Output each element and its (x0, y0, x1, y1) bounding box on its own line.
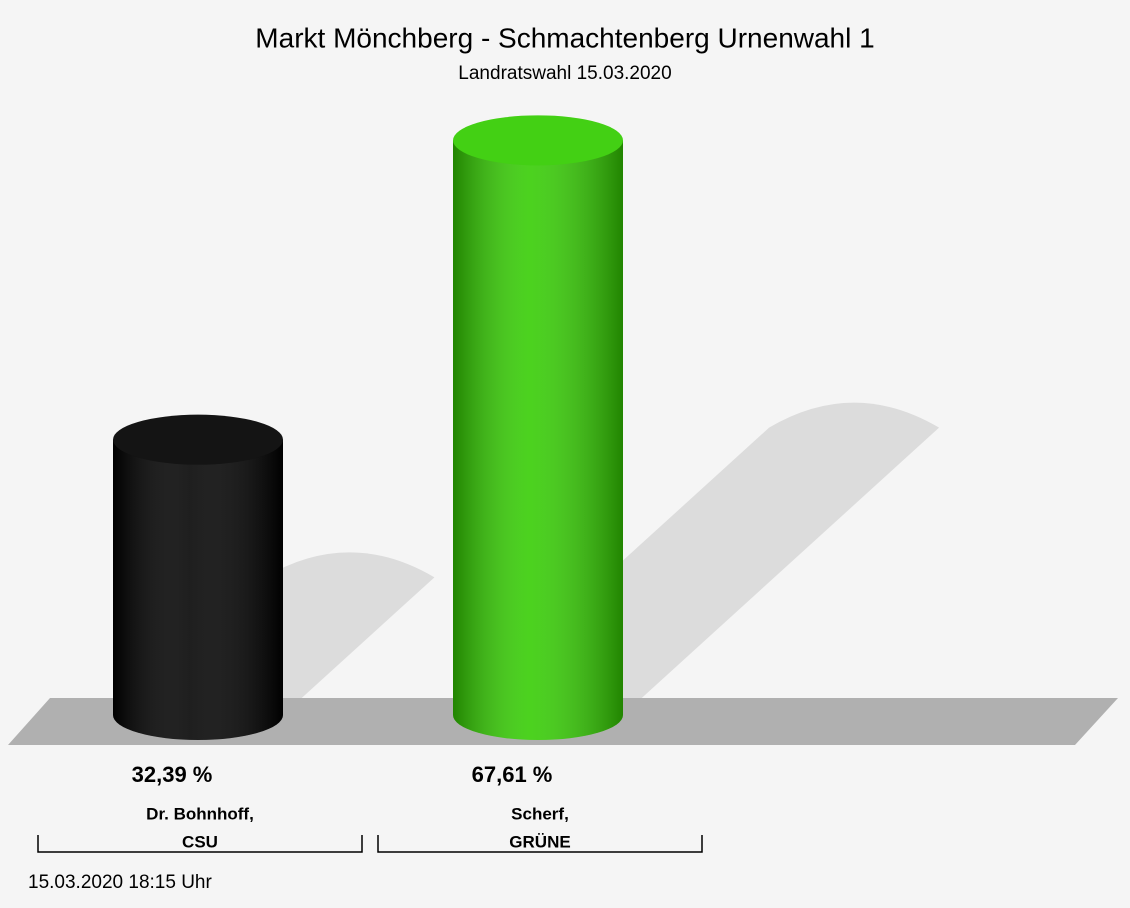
bar-shading (113, 439, 283, 740)
bar-top-highlight (113, 414, 283, 465)
chart-subtitle: Landratswahl 15.03.2020 (458, 63, 671, 84)
footnote: 15.03.2020 18:15 Uhr (28, 872, 212, 893)
value-label: 67,61 % (472, 762, 553, 787)
category-label: GRÜNE (509, 832, 570, 851)
category-bracket (37, 835, 363, 853)
bar-top (453, 115, 623, 166)
bar-shading (453, 140, 623, 740)
value-label: 32,39 % (132, 762, 213, 787)
bar-top-highlight (453, 115, 623, 166)
bar-top (113, 414, 283, 465)
chart-title: Markt Mönchberg - Schmachtenberg Urnenwa… (255, 22, 874, 53)
category-label: Dr. Bohnhoff, (146, 804, 254, 823)
category-bracket (377, 835, 703, 853)
category-label: Scherf, (511, 804, 569, 823)
category-label: CSU (182, 832, 218, 851)
